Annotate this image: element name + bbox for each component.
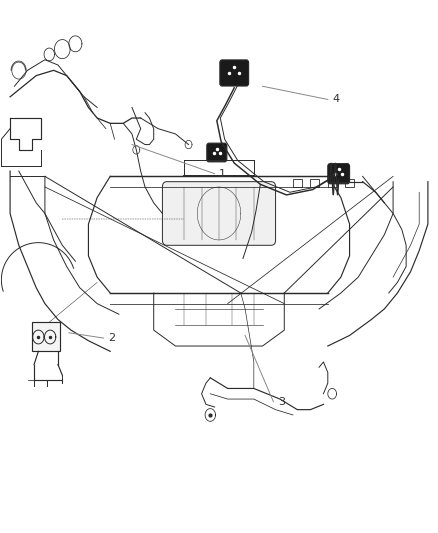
Text: 4: 4 [332,94,339,104]
Bar [32,322,60,351]
FancyBboxPatch shape [220,60,249,86]
Text: 1: 1 [219,169,226,179]
FancyBboxPatch shape [328,164,350,184]
Bar [345,179,354,187]
Text: 3: 3 [278,397,285,407]
Bar [293,179,302,187]
FancyBboxPatch shape [162,182,276,245]
Bar [328,179,336,187]
Text: 2: 2 [108,333,115,343]
FancyBboxPatch shape [207,143,227,162]
Bar [311,179,319,187]
